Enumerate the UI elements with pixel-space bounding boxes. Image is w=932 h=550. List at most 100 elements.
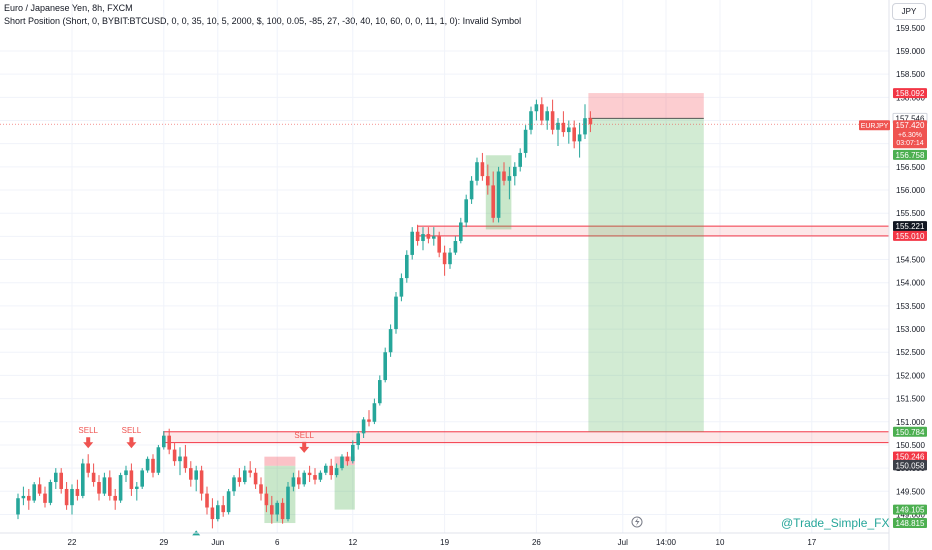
candle-body	[432, 236, 436, 239]
time-tick-label: 26	[532, 538, 541, 547]
candle-body	[351, 444, 355, 462]
candle-body	[550, 111, 555, 130]
candle-body	[507, 176, 512, 181]
candle-body	[329, 465, 333, 476]
price-tag-bg	[893, 451, 927, 462]
candle-body	[415, 231, 420, 242]
time-tick-label: 29	[159, 538, 168, 547]
price-tag: 155.221	[893, 221, 927, 232]
price-tag-label: 150.246	[896, 453, 925, 462]
price-tag-bg	[893, 221, 927, 232]
candle-body	[243, 470, 247, 483]
sell-label: SELL	[78, 426, 98, 435]
candle-body	[81, 463, 85, 496]
candle-body	[383, 352, 387, 381]
price-tick-label: 154.000	[896, 279, 925, 288]
time-tick-label: 17	[807, 538, 816, 547]
price-tag-bg	[893, 426, 927, 437]
candle-body	[491, 185, 495, 218]
candle-body	[464, 199, 468, 223]
price-tag-label: 156.758	[896, 151, 925, 160]
candle-body	[345, 456, 350, 462]
last-price-value: 157.420	[896, 121, 925, 130]
candle-body	[307, 472, 312, 476]
price-tag: 150.246	[893, 451, 927, 462]
candle-body	[59, 472, 63, 489]
price-tag: 158.092	[893, 88, 927, 99]
candle-body	[172, 449, 177, 462]
currency-button[interactable]: JPY	[892, 3, 926, 20]
candle-body	[496, 171, 501, 218]
price-tag: 149.105	[893, 504, 927, 515]
candle-body	[253, 472, 258, 485]
candle-body	[232, 477, 236, 492]
time-tick-label: 6	[275, 538, 280, 547]
time-tick-label: Jun	[211, 538, 224, 547]
price-tag-label: 149.105	[896, 506, 925, 515]
candle-body	[324, 465, 328, 473]
price-tag-label: 148.815	[896, 519, 925, 528]
candle-body	[280, 502, 285, 520]
candle-body	[334, 468, 339, 476]
candle-body	[16, 498, 20, 515]
sell-arrow-icon	[126, 437, 137, 449]
candle-body	[356, 433, 360, 445]
price-tick-label: 153.000	[896, 325, 925, 334]
candle-body	[97, 482, 101, 494]
candle-body	[448, 252, 452, 265]
position-box	[264, 456, 296, 466]
candle-body	[21, 495, 26, 499]
candle-body	[264, 493, 269, 506]
candle-body	[37, 484, 42, 494]
candle-body	[421, 234, 425, 242]
price-tick-label: 159.500	[896, 24, 925, 33]
candle-body	[162, 435, 166, 448]
candle-body	[194, 470, 198, 480]
candle-body	[43, 493, 47, 503]
candle-body	[297, 477, 301, 485]
candle-body	[318, 472, 323, 480]
price-tag-label: 155.010	[896, 232, 925, 241]
price-tick-label: 155.500	[896, 209, 925, 218]
lightning-bolt-icon	[635, 518, 640, 526]
price-tag: 150.784	[893, 426, 927, 437]
candle-body	[291, 477, 296, 487]
candle-body	[388, 329, 393, 353]
position-box	[334, 456, 355, 466]
price-tag-bg	[893, 460, 927, 471]
candle-body	[64, 488, 69, 506]
candle-body	[475, 162, 479, 181]
price-tag: 156.758	[893, 149, 927, 160]
price-tick-label: 151.000	[896, 418, 925, 427]
candle-body	[140, 470, 144, 487]
candle-body	[426, 234, 431, 239]
candle-body	[91, 472, 96, 483]
candle-body	[583, 118, 587, 135]
candle-body	[167, 435, 171, 450]
price-tag-bg	[893, 88, 927, 99]
candle-body	[48, 482, 53, 503]
time-tick-label: 12	[348, 538, 357, 547]
price-tick-label: 158.500	[896, 70, 925, 79]
price-tag-bg	[893, 504, 927, 515]
take-profit-zone	[588, 118, 704, 432]
time-tick-label: 22	[68, 538, 77, 547]
candle-body	[459, 222, 463, 242]
candle-body	[367, 419, 371, 422]
resistance-zone	[163, 431, 890, 444]
candle-body	[275, 502, 279, 515]
candle-body	[108, 477, 112, 496]
candle-body	[518, 152, 522, 167]
price-tag: 150.058	[893, 460, 927, 471]
candle-body	[189, 468, 193, 480]
candle-body	[205, 493, 209, 508]
candle-body	[340, 456, 344, 469]
candle-body	[540, 104, 544, 121]
candle-body	[453, 241, 458, 253]
price-tag-label: 157.546	[896, 114, 925, 123]
candle-body	[248, 470, 252, 473]
stop-loss-zone	[588, 93, 704, 119]
symbol-tag: EURJPY	[861, 123, 889, 130]
indicator-legend[interactable]: Short Position (Short, 0, BYBIT:BTCUSD, …	[4, 16, 522, 26]
